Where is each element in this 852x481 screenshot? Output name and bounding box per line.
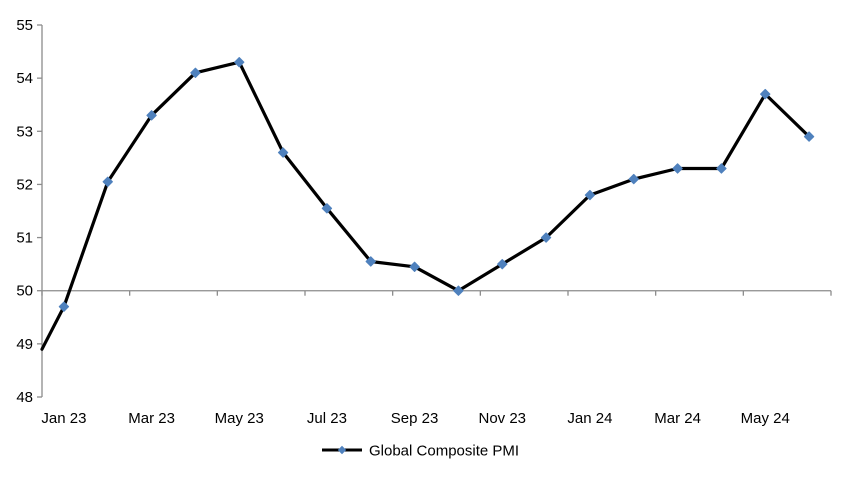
data-point-jan-23 [58, 301, 70, 312]
y-tick-label: 55 [16, 17, 33, 34]
y-tick-label: 54 [16, 70, 33, 87]
x-tick-label: May 23 [215, 410, 264, 427]
data-point-jul-23 [321, 203, 333, 214]
x-tick-label: Jan 23 [41, 410, 86, 427]
data-point-apr-23 [190, 67, 201, 79]
x-tick-label: Mar 24 [654, 410, 701, 427]
y-tick-label: 51 [16, 230, 33, 247]
data-point-dec-23 [540, 232, 552, 243]
x-tick-label: Jul 23 [307, 410, 347, 427]
x-tick-label: May 24 [741, 410, 790, 427]
data-point-jan-24 [584, 189, 596, 201]
data-point-sep-23 [409, 261, 420, 272]
legend-marker-icon [337, 445, 347, 455]
x-tick-label: Jan 24 [567, 410, 612, 427]
y-tick-label: 53 [16, 123, 33, 140]
y-tick-label: 48 [16, 389, 33, 406]
y-tick-label: 52 [16, 176, 33, 193]
data-point-feb-24 [628, 173, 639, 185]
legend-label: Global Composite PMI [369, 443, 519, 460]
pmi-series-line [40, 60, 811, 351]
x-tick-label: Sep 23 [391, 410, 439, 427]
data-point-mar-23 [146, 110, 157, 121]
data-point-jun-24 [803, 131, 815, 142]
data-point-aug-23 [365, 256, 376, 267]
data-point-nov-23 [497, 258, 508, 270]
data-point-jun-23 [277, 147, 289, 158]
data-point-apr-24 [716, 163, 727, 174]
data-point-may-24 [760, 88, 771, 100]
data-point-feb-23 [102, 176, 113, 187]
data-point-oct-23 [453, 285, 464, 296]
x-tick-label: Mar 23 [128, 410, 175, 427]
data-point-mar-24 [672, 163, 683, 174]
y-tick-label: 50 [16, 283, 33, 300]
data-point-may-23 [234, 57, 245, 68]
y-tick-label: 49 [16, 336, 33, 353]
x-tick-label: Nov 23 [478, 410, 526, 427]
